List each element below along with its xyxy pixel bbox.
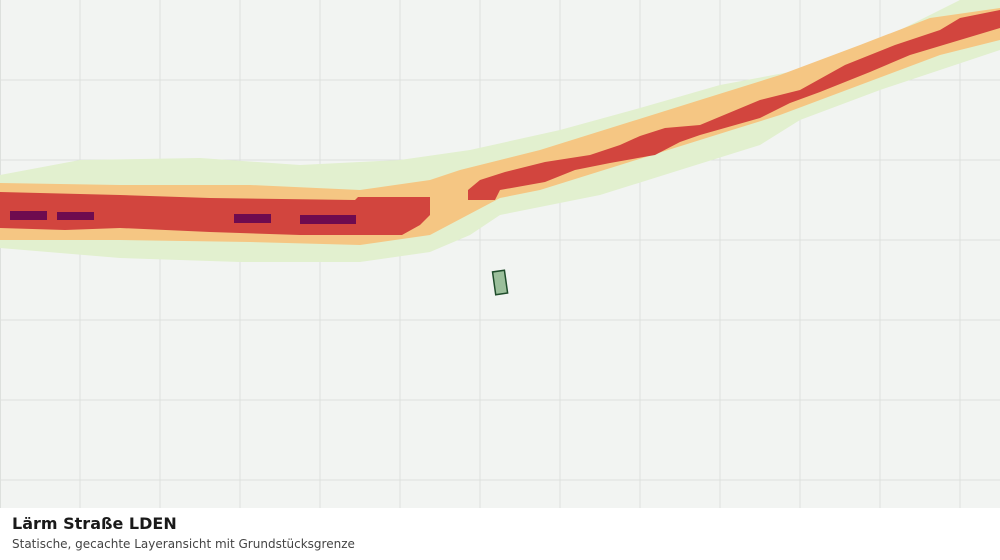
- noise-zone-very-high: [10, 211, 356, 224]
- map-view: [0, 0, 1000, 508]
- noise-zone-medium: [0, 8, 1000, 245]
- layer-title: Lärm Straße LDEN: [12, 514, 177, 533]
- parcel-boundary[interactable]: [491, 269, 509, 296]
- noise-zone-high: [0, 192, 430, 235]
- caption: Lärm Straße LDEN Statische, gecachte Lay…: [0, 508, 1000, 560]
- noise-zone-high: [468, 10, 1000, 200]
- layer-subtitle: Statische, gecachte Layeransicht mit Gru…: [12, 537, 355, 551]
